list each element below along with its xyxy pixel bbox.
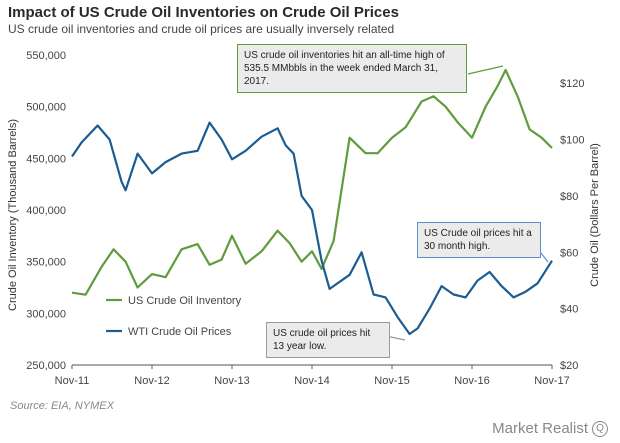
x-tick-label: Nov-17 bbox=[534, 375, 569, 387]
callout-peak-pointer bbox=[467, 65, 504, 75]
x-tick-label: Nov-12 bbox=[134, 375, 169, 387]
right-axis-label: Crude Oil (Dollars Per Barrel) bbox=[589, 143, 601, 287]
y-right-tick-label: $120 bbox=[560, 78, 584, 90]
price-series-line bbox=[71, 121, 553, 336]
y-left-tick-label: 350,000 bbox=[26, 257, 66, 269]
y-right-tick-label: $60 bbox=[560, 247, 578, 259]
y-left-tick-label: 300,000 bbox=[26, 308, 66, 320]
callout-high: US Crude oil prices hit a 30 month high. bbox=[417, 222, 541, 258]
legend: US Crude Oil Inventory WTI Crude Oil Pri… bbox=[106, 295, 242, 338]
legend-inventory-label: US Crude Oil Inventory bbox=[128, 295, 242, 307]
chart-subtitle: US crude oil inventories and crude oil p… bbox=[8, 22, 395, 36]
y-right-tick-label: $100 bbox=[560, 135, 584, 147]
y-left-tick-label: 400,000 bbox=[26, 205, 66, 217]
callout-low: US crude oil prices hit 13 year low. bbox=[266, 322, 390, 358]
x-tick-label: Nov-11 bbox=[55, 375, 90, 387]
y-right-tick-label: $80 bbox=[560, 191, 578, 203]
y-left-tick-label: 500,000 bbox=[26, 102, 66, 114]
x-tick-label: Nov-13 bbox=[214, 375, 249, 387]
callout-peak: US crude oil inventories hit an all-time… bbox=[237, 44, 467, 93]
y-left-tick-label: 550,000 bbox=[26, 50, 66, 62]
x-tick-label: Nov-14 bbox=[294, 375, 329, 387]
brand-mark-icon: Q bbox=[592, 421, 608, 438]
chart-title: Impact of US Crude Oil Inventories on Cr… bbox=[8, 4, 399, 21]
y-right-tick-label: $20 bbox=[560, 360, 578, 372]
x-tick-label: Nov-15 bbox=[374, 375, 409, 387]
brand-text: Market Realist bbox=[492, 420, 588, 437]
y-left-tick-label: 450,000 bbox=[26, 153, 66, 165]
legend-price-label: WTI Crude Oil Prices bbox=[128, 326, 232, 338]
x-tick-label: Nov-16 bbox=[454, 375, 489, 387]
source-note: Source: EIA, NYMEX bbox=[10, 400, 114, 412]
y-right-tick-label: $40 bbox=[560, 304, 578, 316]
inventory-series-line bbox=[71, 68, 553, 296]
y-left-tick-label: 250,000 bbox=[26, 360, 66, 372]
brand-logo: Market Realist Q bbox=[492, 420, 608, 438]
left-axis-label: Crude Oil Inventory (Thousand Barrels) bbox=[7, 119, 19, 311]
